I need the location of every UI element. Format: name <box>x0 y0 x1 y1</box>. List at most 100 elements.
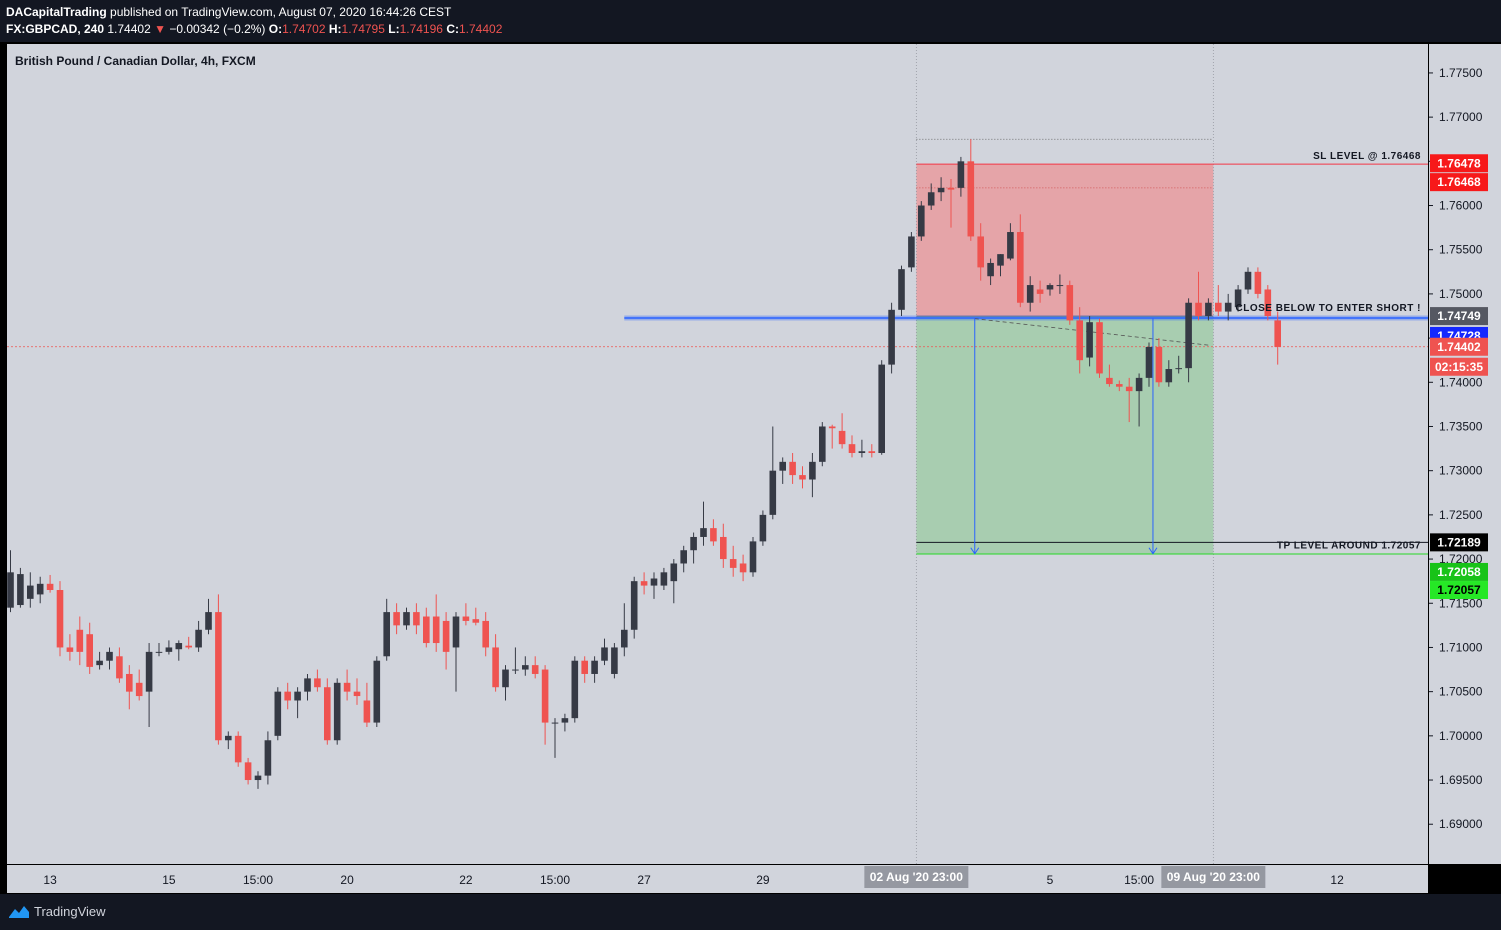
tp-level-label: TP LEVEL AROUND 1.72057 <box>1277 540 1421 551</box>
candle-body <box>76 629 84 652</box>
candle-body <box>1165 369 1173 383</box>
close-value: 1.74402 <box>458 22 503 36</box>
candle-body <box>403 612 410 626</box>
symbol-ohlc: FX:GBPCAD, 240 1.74402 ▼ −0.00342 (−0.2%… <box>6 22 502 36</box>
candle-body <box>482 620 489 648</box>
price-tick-label: 1.76000 <box>1439 199 1483 213</box>
price-label-box <box>1430 581 1488 600</box>
candle-body <box>7 572 14 608</box>
candle-body <box>363 700 371 723</box>
candle-body <box>640 581 648 586</box>
publisher-name[interactable]: DACapitalTrading <box>6 5 107 19</box>
price-label-text: 1.74749 <box>1437 309 1481 323</box>
candle-body <box>284 691 291 701</box>
candle-body <box>155 651 163 653</box>
candle-body <box>1096 322 1103 374</box>
candle-body <box>1244 271 1252 290</box>
candle-body <box>1234 289 1242 308</box>
candle-body <box>710 528 717 542</box>
candle-body <box>432 616 440 644</box>
candle-body <box>1155 346 1163 383</box>
price-tick-label: 1.75000 <box>1439 287 1483 301</box>
time-tick-label: 15 <box>162 873 176 887</box>
price-tick-label: 1.72500 <box>1439 508 1483 522</box>
time-tick-label: 15:00 <box>243 873 273 887</box>
candle-body <box>878 364 885 453</box>
candle-body <box>809 461 816 480</box>
candle-body <box>1026 285 1034 303</box>
candle-body <box>541 669 549 723</box>
price-tick-label: 1.70500 <box>1439 685 1483 699</box>
candles <box>7 139 1281 789</box>
candle-body <box>324 687 331 741</box>
published-text: published on TradingView.com, August 07,… <box>110 5 452 19</box>
candle-body <box>531 665 539 674</box>
price-label-text: 1.72189 <box>1437 535 1481 549</box>
candle-body <box>195 629 202 648</box>
candle-body <box>492 647 499 688</box>
candle-body <box>1017 232 1024 303</box>
stop-loss-zone <box>916 164 1214 317</box>
price-tick-label: 1.72000 <box>1439 552 1483 566</box>
candle-body <box>828 426 836 429</box>
price-labels: 1.764781.764681.747491.747281.7440202:15… <box>1430 154 1488 600</box>
candle-body <box>977 236 984 268</box>
price-label-box <box>1430 357 1488 376</box>
time-range-label: 02 Aug '20 23:00 <box>870 870 963 884</box>
price-label-box <box>1430 533 1488 552</box>
candle-body <box>442 620 450 652</box>
time-range-marker <box>1161 866 1266 888</box>
high-value: 1.74795 <box>341 22 385 36</box>
candle-body <box>472 619 480 623</box>
candle-body <box>383 612 390 657</box>
candle-body <box>1175 368 1182 370</box>
candle-body <box>135 682 143 697</box>
low-label: L: <box>388 22 400 36</box>
candle-body <box>739 563 747 573</box>
target-arrow-head <box>970 547 980 555</box>
candle-body <box>333 682 341 741</box>
candle-body <box>1046 285 1054 290</box>
candle-body <box>1056 285 1064 287</box>
candle-body <box>1205 302 1212 316</box>
price-chart[interactable]: British Pound / Canadian Dollar, 4h, FXC… <box>0 42 1501 894</box>
candle-body <box>1215 302 1222 312</box>
candle-body <box>304 678 311 692</box>
candle-body <box>86 634 93 667</box>
candle-body <box>561 718 569 723</box>
candle-body <box>1036 289 1044 294</box>
time-tick-label: 15:00 <box>540 873 570 887</box>
down-arrow-icon: ▼ <box>154 22 166 36</box>
chart-title: British Pound / Canadian Dollar, 4h, FXC… <box>15 54 256 68</box>
time-tick-label: 15:00 <box>1124 873 1154 887</box>
time-tick-label: 29 <box>756 873 770 887</box>
time-tick-label: 20 <box>340 873 354 887</box>
candle-body <box>353 691 361 697</box>
price-tick-label: 1.74000 <box>1439 375 1483 389</box>
candle-body <box>314 678 321 688</box>
open-value: 1.74702 <box>282 22 326 36</box>
candle-body <box>729 559 737 568</box>
candle-body <box>1116 384 1123 387</box>
candle-body <box>413 612 420 626</box>
close-label: C: <box>446 22 459 36</box>
candle-body <box>1254 271 1262 294</box>
take-profit-zone <box>916 316 1214 555</box>
candle-body <box>918 205 925 237</box>
symbol-label: FX:GBPCAD, 240 <box>6 22 105 36</box>
candle-body <box>264 740 272 776</box>
candle-body <box>1264 289 1272 316</box>
candle-body <box>997 254 1004 266</box>
price-tick-label: 1.69000 <box>1439 817 1483 831</box>
tradingview-logo-icon[interactable] <box>8 904 30 920</box>
candle-body <box>571 660 579 719</box>
candle-body <box>373 660 381 723</box>
tradingview-brand[interactable]: TradingView <box>34 904 106 919</box>
candle-body <box>868 451 876 453</box>
candle-body <box>611 647 618 674</box>
target-arrows <box>970 318 1158 555</box>
candle-body <box>848 444 856 453</box>
price-tick-label: 1.73000 <box>1439 464 1483 478</box>
time-tick-label: 5 <box>1047 873 1054 887</box>
